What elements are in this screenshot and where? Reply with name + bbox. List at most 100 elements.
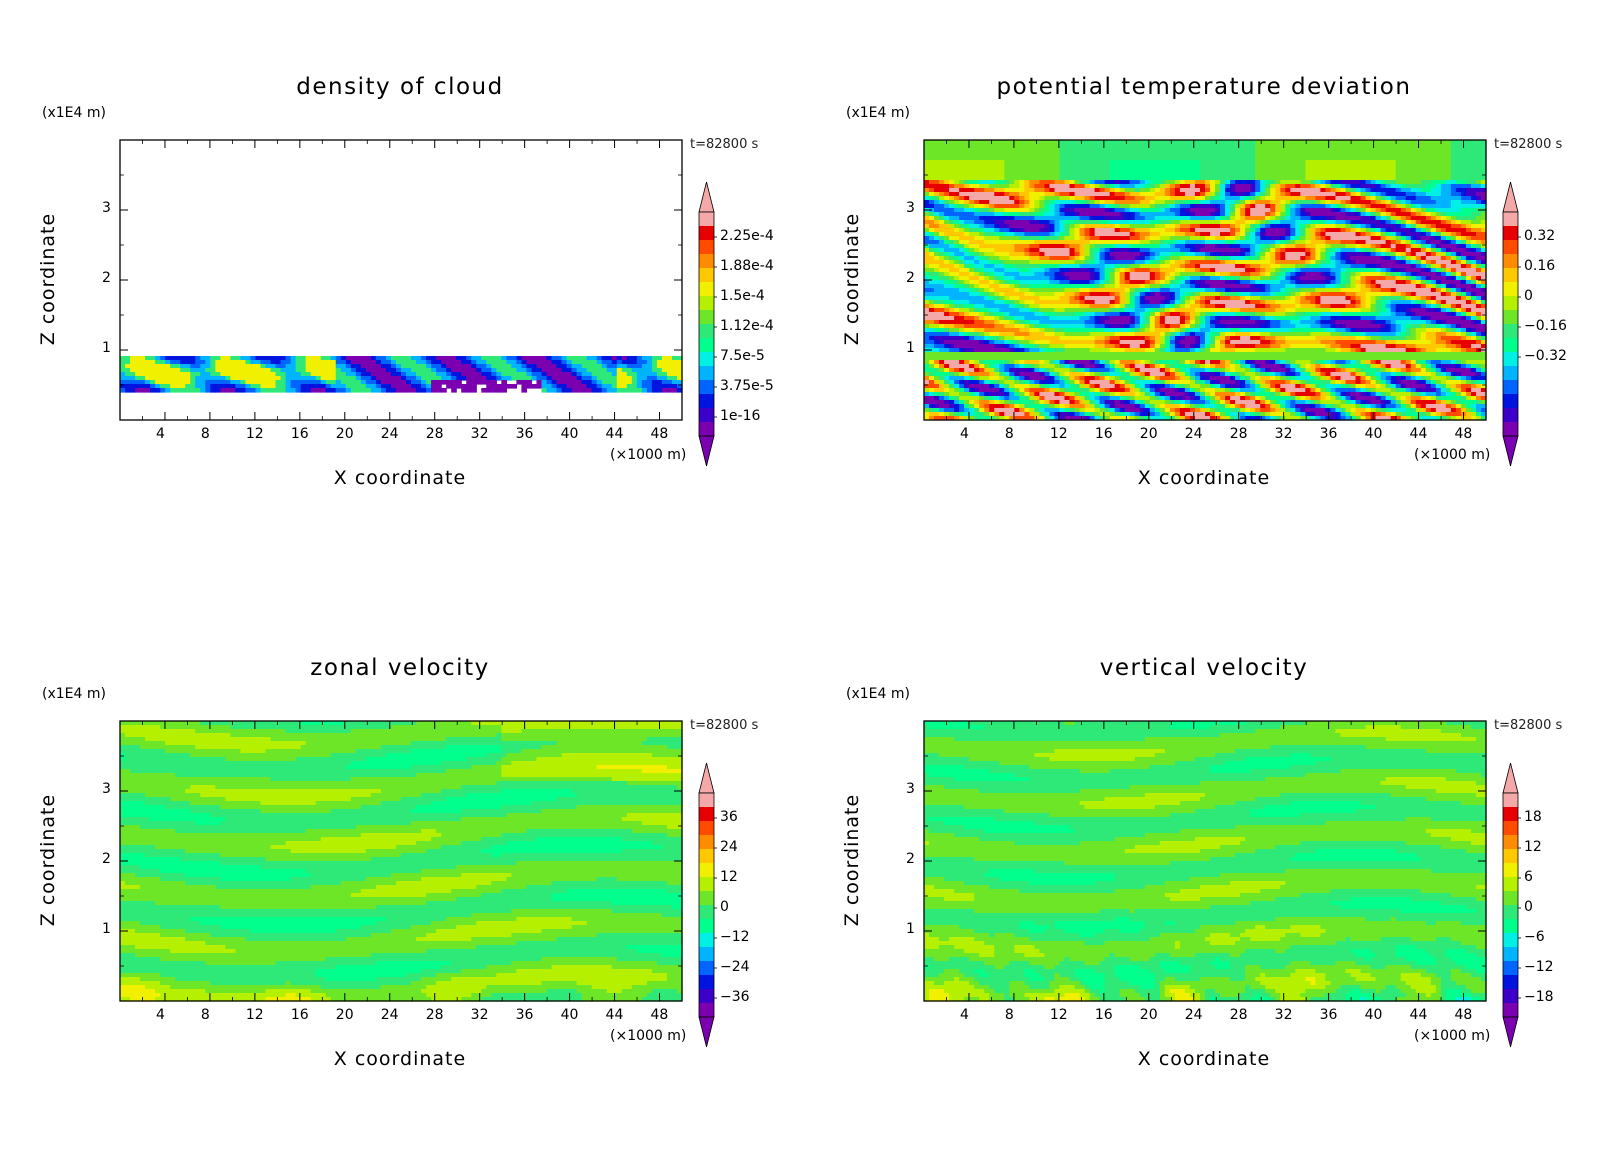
field-cell <box>1124 200 1131 205</box>
field-cell <box>1340 192 1347 197</box>
field-cell <box>1169 192 1176 197</box>
field-cell <box>1049 244 1056 249</box>
field-cell <box>1220 172 1226 177</box>
field-cell <box>979 180 985 185</box>
field-cell <box>969 200 975 205</box>
field-cell <box>125 364 131 369</box>
field-cell <box>1270 180 1276 185</box>
field-cell <box>150 364 156 369</box>
field-cell <box>1189 256 1196 261</box>
field-cell <box>939 208 945 213</box>
field-cell <box>601 368 608 373</box>
field-cell <box>939 240 945 245</box>
field-cell <box>1235 144 1241 149</box>
field-cell <box>974 256 980 261</box>
field-cell <box>1425 168 1432 173</box>
field-cell <box>954 168 960 173</box>
field-cell <box>661 380 668 385</box>
field-cell <box>1405 180 1412 185</box>
field-cell <box>974 168 980 173</box>
field-cell <box>1189 188 1196 193</box>
field-cell <box>1410 156 1417 161</box>
field-cell <box>1189 208 1196 213</box>
field-cell <box>1360 164 1367 169</box>
field-cell <box>1194 228 1201 233</box>
field-cell <box>1079 204 1086 209</box>
field-cell <box>1144 140 1151 145</box>
field-cell <box>1290 244 1296 249</box>
field-cell <box>1390 188 1397 193</box>
field-cell <box>1114 236 1121 241</box>
field-cell <box>1260 212 1266 217</box>
field-cell <box>1134 268 1141 273</box>
field-cell <box>1124 276 1131 281</box>
field-cell <box>1410 160 1417 165</box>
field-cell <box>1295 152 1301 157</box>
field-cell <box>1049 148 1056 153</box>
field-cell <box>536 368 543 373</box>
field-cell <box>1310 244 1316 249</box>
field-cell <box>1119 264 1126 269</box>
field-cell <box>270 360 277 365</box>
field-cell <box>280 384 287 389</box>
field-cell <box>370 356 377 361</box>
field-cell <box>225 388 231 393</box>
field-cell <box>1240 208 1246 213</box>
field-cell <box>1194 168 1201 173</box>
field-cell <box>1019 172 1025 177</box>
field-cell <box>461 368 467 373</box>
field-cell <box>330 372 337 377</box>
field-cell <box>1475 160 1482 165</box>
field-cell <box>1039 152 1046 157</box>
field-cell <box>1054 252 1061 257</box>
field-cell <box>1405 148 1412 153</box>
field-cell <box>1255 200 1261 205</box>
field-cell <box>1210 184 1216 189</box>
field-cell <box>1049 256 1056 261</box>
field-cell <box>1059 172 1066 177</box>
field-cell <box>1265 152 1271 157</box>
field-cell <box>1084 164 1091 169</box>
field-cell <box>1405 228 1412 233</box>
field-cell <box>979 248 985 253</box>
field-cell <box>1270 168 1276 173</box>
field-cell <box>929 204 935 209</box>
field-cell <box>1210 172 1216 177</box>
field-cell <box>421 372 427 377</box>
field-cell <box>250 360 257 365</box>
field-cell <box>280 372 287 377</box>
field-cell <box>155 368 161 373</box>
field-cell <box>1084 212 1091 217</box>
field-cell <box>1475 252 1482 257</box>
field-cell <box>165 380 171 385</box>
field-cell <box>1215 220 1221 225</box>
field-cell <box>939 260 945 265</box>
field-cell <box>1340 152 1347 157</box>
field-cell <box>1194 232 1201 237</box>
field-cell <box>1230 152 1236 157</box>
field-cell <box>310 360 317 365</box>
field-cell <box>1174 220 1181 225</box>
field-cell <box>1184 168 1191 173</box>
field-cell <box>1270 268 1276 273</box>
field-cell <box>1225 236 1231 241</box>
field-cell <box>1074 152 1081 157</box>
field-cell <box>471 376 477 381</box>
field-cell <box>1275 224 1281 229</box>
field-cell <box>1220 248 1226 253</box>
field-cell <box>661 360 668 365</box>
field-cell <box>1184 184 1191 189</box>
field-cell <box>426 364 432 369</box>
field-cell <box>1169 168 1176 173</box>
field-cell <box>225 364 231 369</box>
field-cell <box>1260 180 1266 185</box>
field-cell <box>260 360 267 365</box>
field-cell <box>1275 140 1281 145</box>
field-cell <box>1355 212 1362 217</box>
field-cell <box>676 384 683 389</box>
field-cell <box>1144 144 1151 149</box>
field-cell <box>1380 140 1387 145</box>
field-cell <box>1144 208 1151 213</box>
field-cell <box>999 268 1005 273</box>
field-cell <box>989 204 995 209</box>
